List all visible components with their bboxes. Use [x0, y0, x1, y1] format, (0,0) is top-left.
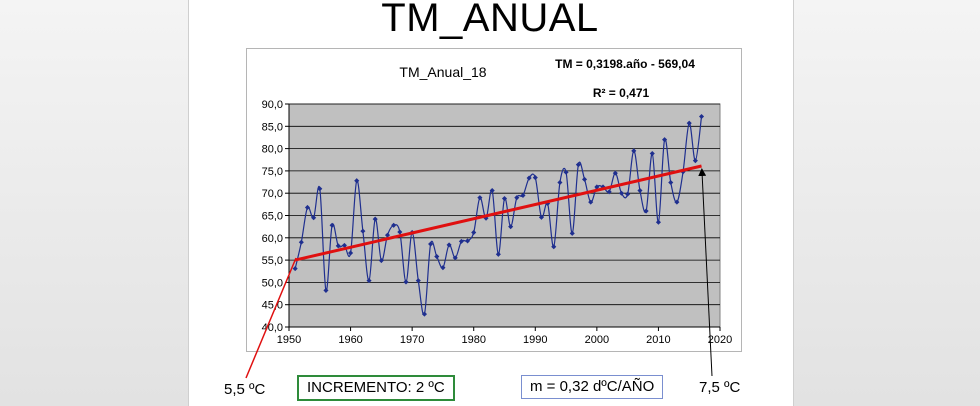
data-point [292, 266, 298, 272]
x-tick-label: 2000 [585, 334, 609, 346]
data-point [606, 189, 612, 195]
data-point [366, 278, 372, 284]
data-point [372, 216, 378, 222]
data-point [428, 241, 434, 247]
data-point [526, 175, 532, 181]
data-point [643, 208, 649, 214]
increment-box: INCREMENTO: 2 ºC [297, 375, 455, 401]
data-point [378, 258, 384, 264]
chart-title: TM_Anual_18 [399, 64, 486, 80]
data-point [581, 176, 588, 182]
x-tick-label: 2020 [708, 334, 732, 346]
data-point [360, 228, 366, 234]
data-point [415, 278, 421, 284]
x-tick-label: 2010 [646, 334, 670, 346]
x-tick-label: 1990 [523, 334, 547, 346]
data-point [452, 255, 458, 261]
data-point [477, 195, 483, 201]
r-squared: R² = 0,471 [593, 86, 650, 100]
y-tick-label: 50,0 [262, 277, 283, 289]
y-tick-label: 85,0 [262, 121, 283, 133]
slope-box: m = 0,32 dºC/AÑO [521, 375, 664, 399]
data-point [557, 179, 563, 186]
data-point [465, 238, 471, 244]
data-point [323, 287, 329, 293]
data-point [489, 187, 495, 194]
y-tick-label: 40,0 [262, 322, 283, 334]
x-tick-label: 1950 [277, 334, 301, 346]
x-tick-label: 1960 [338, 334, 362, 346]
start-value-label: 5,5 ºC [224, 381, 266, 398]
data-point [421, 311, 428, 317]
slide-title: TM_ANUAL [381, 0, 599, 40]
x-tick-label: 1980 [461, 334, 485, 346]
data-point [317, 186, 323, 192]
trend-line [294, 164, 702, 262]
y-tick-label: 45,0 [262, 300, 283, 312]
trend-equation: TM = 0,3198.año - 569,04 [555, 57, 695, 71]
data-point [341, 242, 347, 248]
data-point [588, 199, 594, 205]
data-point [298, 239, 304, 245]
y-tick-label: 65,0 [262, 211, 283, 223]
end-value-label: 7,5 ºC [699, 379, 741, 396]
data-point [440, 265, 446, 271]
data-point [403, 279, 409, 285]
y-tick-label: 90,0 [262, 99, 283, 111]
end-callout-arrow [698, 168, 713, 377]
data-point [575, 162, 581, 168]
data-point [391, 222, 397, 228]
y-tick-label: 80,0 [262, 144, 283, 156]
data-point [594, 184, 600, 190]
y-tick-label: 60,0 [262, 233, 283, 245]
y-tick-label: 75,0 [262, 166, 283, 178]
data-point [335, 243, 341, 249]
start-callout-line [245, 257, 297, 379]
data-point [662, 137, 668, 143]
data-point [311, 215, 317, 221]
y-tick-label: 55,0 [262, 255, 283, 267]
data-point [520, 192, 526, 198]
x-tick-label: 1970 [400, 334, 424, 346]
data-point [501, 196, 508, 202]
data-point [458, 238, 464, 244]
y-tick-label: 70,0 [262, 188, 283, 200]
